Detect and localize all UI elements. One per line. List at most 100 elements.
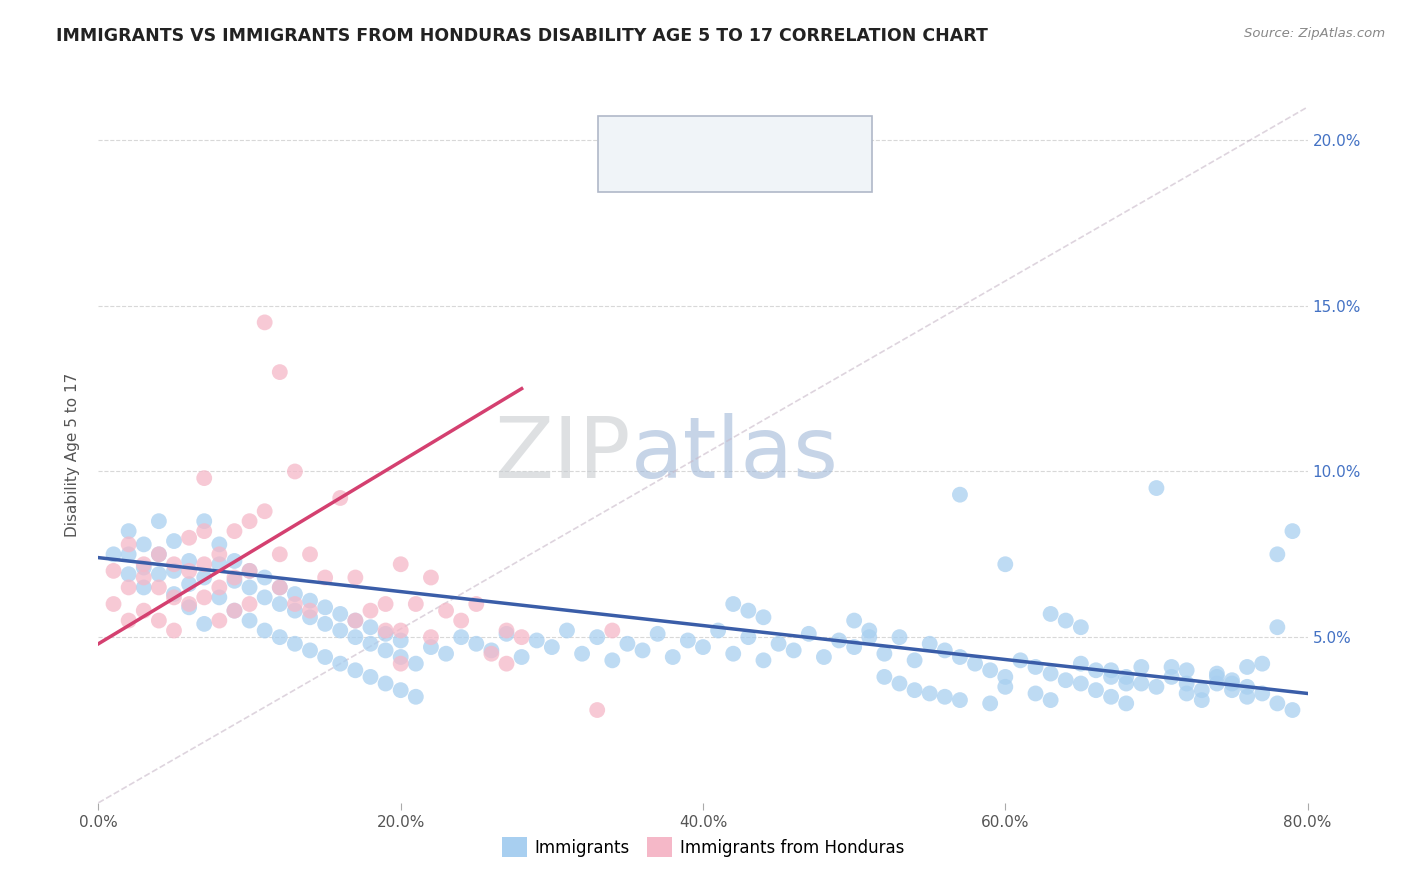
Point xyxy=(1206,676,1229,690)
Point xyxy=(1130,676,1153,690)
Point xyxy=(360,604,382,618)
Point xyxy=(193,591,215,605)
Point xyxy=(405,657,427,671)
Point xyxy=(224,574,246,588)
Point xyxy=(1085,683,1108,698)
Point xyxy=(723,597,745,611)
Point xyxy=(374,643,396,657)
Point xyxy=(269,597,291,611)
Point xyxy=(1267,697,1289,711)
Point xyxy=(631,643,654,657)
Point xyxy=(1144,481,1167,495)
Point xyxy=(179,564,201,578)
Point xyxy=(132,604,155,618)
Point xyxy=(828,633,851,648)
Point xyxy=(1024,660,1046,674)
Point xyxy=(269,630,291,644)
Point xyxy=(434,647,457,661)
Point xyxy=(586,630,609,644)
Point xyxy=(1206,670,1229,684)
Point xyxy=(208,591,231,605)
Point xyxy=(676,633,699,648)
Point xyxy=(949,693,972,707)
Point xyxy=(389,650,412,665)
Point xyxy=(510,650,533,665)
Point xyxy=(1099,663,1122,677)
Legend: Immigrants, Immigrants from Honduras: Immigrants, Immigrants from Honduras xyxy=(495,830,911,864)
Point xyxy=(179,531,201,545)
Point xyxy=(1251,686,1274,700)
Point xyxy=(374,627,396,641)
Point xyxy=(889,676,911,690)
Point xyxy=(148,514,170,528)
Point xyxy=(994,670,1017,684)
Point xyxy=(389,657,412,671)
Text: R = -0.699   N = 145: R = -0.699 N = 145 xyxy=(657,131,830,149)
Point xyxy=(239,597,262,611)
Point xyxy=(148,567,170,582)
Point xyxy=(269,581,291,595)
Point xyxy=(314,650,336,665)
Point xyxy=(193,471,215,485)
Point xyxy=(1175,686,1198,700)
Y-axis label: Disability Age 5 to 17: Disability Age 5 to 17 xyxy=(65,373,80,537)
Point xyxy=(1144,680,1167,694)
Point xyxy=(737,630,759,644)
Point xyxy=(1267,620,1289,634)
Point xyxy=(103,597,125,611)
Point xyxy=(103,564,125,578)
Point xyxy=(224,604,246,618)
Point xyxy=(949,650,972,665)
Point xyxy=(1191,693,1213,707)
Point xyxy=(420,570,443,584)
Point xyxy=(979,663,1001,677)
Point xyxy=(1070,620,1092,634)
Point xyxy=(1115,676,1137,690)
Point xyxy=(858,630,880,644)
Point xyxy=(1085,663,1108,677)
Point xyxy=(208,581,231,595)
Point xyxy=(965,657,987,671)
Point xyxy=(768,637,790,651)
Point xyxy=(1070,657,1092,671)
Text: IMMIGRANTS VS IMMIGRANTS FROM HONDURAS DISABILITY AGE 5 TO 17 CORRELATION CHART: IMMIGRANTS VS IMMIGRANTS FROM HONDURAS D… xyxy=(56,27,988,45)
Point xyxy=(1039,607,1062,621)
Point xyxy=(1160,660,1182,674)
Bar xyxy=(616,129,647,151)
Point xyxy=(389,633,412,648)
Point xyxy=(510,630,533,644)
Point xyxy=(132,558,155,572)
Point xyxy=(1054,673,1077,688)
Point xyxy=(163,564,186,578)
Point xyxy=(495,657,517,671)
Point xyxy=(873,647,896,661)
Point xyxy=(344,570,367,584)
Point xyxy=(1220,673,1243,688)
Point xyxy=(994,558,1017,572)
Point xyxy=(208,547,231,561)
Point xyxy=(797,627,820,641)
Point xyxy=(360,637,382,651)
Point xyxy=(208,558,231,572)
Point xyxy=(949,488,972,502)
Point xyxy=(1236,660,1258,674)
Point xyxy=(163,534,186,549)
Point xyxy=(374,597,396,611)
Point xyxy=(179,597,201,611)
Point xyxy=(284,604,307,618)
Point xyxy=(148,547,170,561)
Point xyxy=(420,630,443,644)
Point xyxy=(148,614,170,628)
Point xyxy=(707,624,730,638)
Point xyxy=(344,663,367,677)
Point xyxy=(602,653,624,667)
Point xyxy=(193,558,215,572)
Point xyxy=(329,491,352,505)
Point xyxy=(450,630,472,644)
Text: R =   0.391   N = 61: R = 0.391 N = 61 xyxy=(657,159,824,177)
Point xyxy=(163,591,186,605)
Point xyxy=(284,637,307,651)
Point xyxy=(904,683,927,698)
Point xyxy=(118,567,141,582)
Point xyxy=(1039,693,1062,707)
